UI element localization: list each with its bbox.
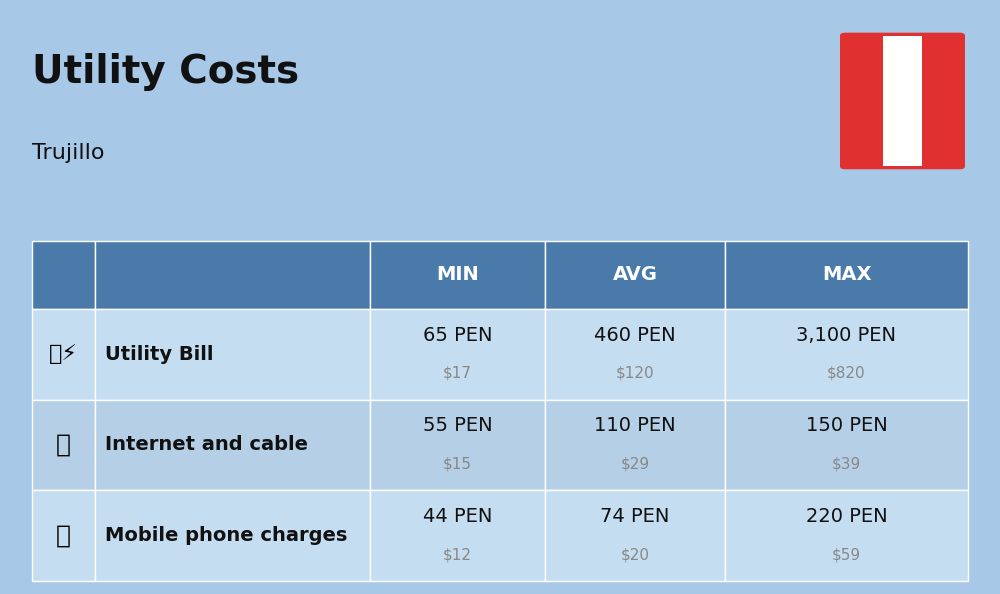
Text: 55 PEN: 55 PEN [423,416,492,435]
Text: 🔧⚡: 🔧⚡ [49,344,78,364]
Text: $59: $59 [832,547,861,562]
Text: $20: $20 [620,547,650,562]
Bar [32,309,95,400]
Bar [370,400,545,490]
FancyBboxPatch shape [840,33,965,169]
Bar [370,309,545,400]
Text: Trujillo: Trujillo [32,143,104,163]
Text: Mobile phone charges: Mobile phone charges [105,526,347,545]
Text: 65 PEN: 65 PEN [423,326,492,345]
Text: Utility Bill: Utility Bill [105,345,214,364]
Text: $820: $820 [827,366,866,381]
Bar [95,400,370,490]
Bar [883,36,922,166]
Text: 📶: 📶 [56,433,71,457]
Text: $39: $39 [832,456,861,472]
Text: $120: $120 [616,366,654,381]
Bar [95,309,370,400]
Bar [32,241,95,309]
Text: 📱: 📱 [56,523,71,548]
Bar [725,241,968,309]
Text: Internet and cable: Internet and cable [105,435,308,454]
Bar [725,309,968,400]
Bar [725,490,968,581]
Bar [370,241,545,309]
Text: 74 PEN: 74 PEN [600,507,670,526]
Text: 460 PEN: 460 PEN [594,326,676,345]
Bar [32,400,95,490]
Bar [545,400,725,490]
Text: 110 PEN: 110 PEN [594,416,676,435]
Text: $12: $12 [443,547,472,562]
Text: 3,100 PEN: 3,100 PEN [796,326,896,345]
Bar [370,490,545,581]
Bar [545,241,725,309]
Text: $15: $15 [443,456,472,472]
Bar [545,490,725,581]
Text: AVG: AVG [612,266,658,284]
Bar [545,309,725,400]
Bar [95,241,370,309]
Text: MAX: MAX [822,266,871,284]
Text: 220 PEN: 220 PEN [806,507,887,526]
Bar [95,490,370,581]
Bar [32,490,95,581]
Text: 44 PEN: 44 PEN [423,507,492,526]
Text: MIN: MIN [436,266,479,284]
Text: 150 PEN: 150 PEN [806,416,887,435]
Text: Utility Costs: Utility Costs [32,53,299,91]
Bar [725,400,968,490]
Text: $17: $17 [443,366,472,381]
Text: $29: $29 [620,456,650,472]
